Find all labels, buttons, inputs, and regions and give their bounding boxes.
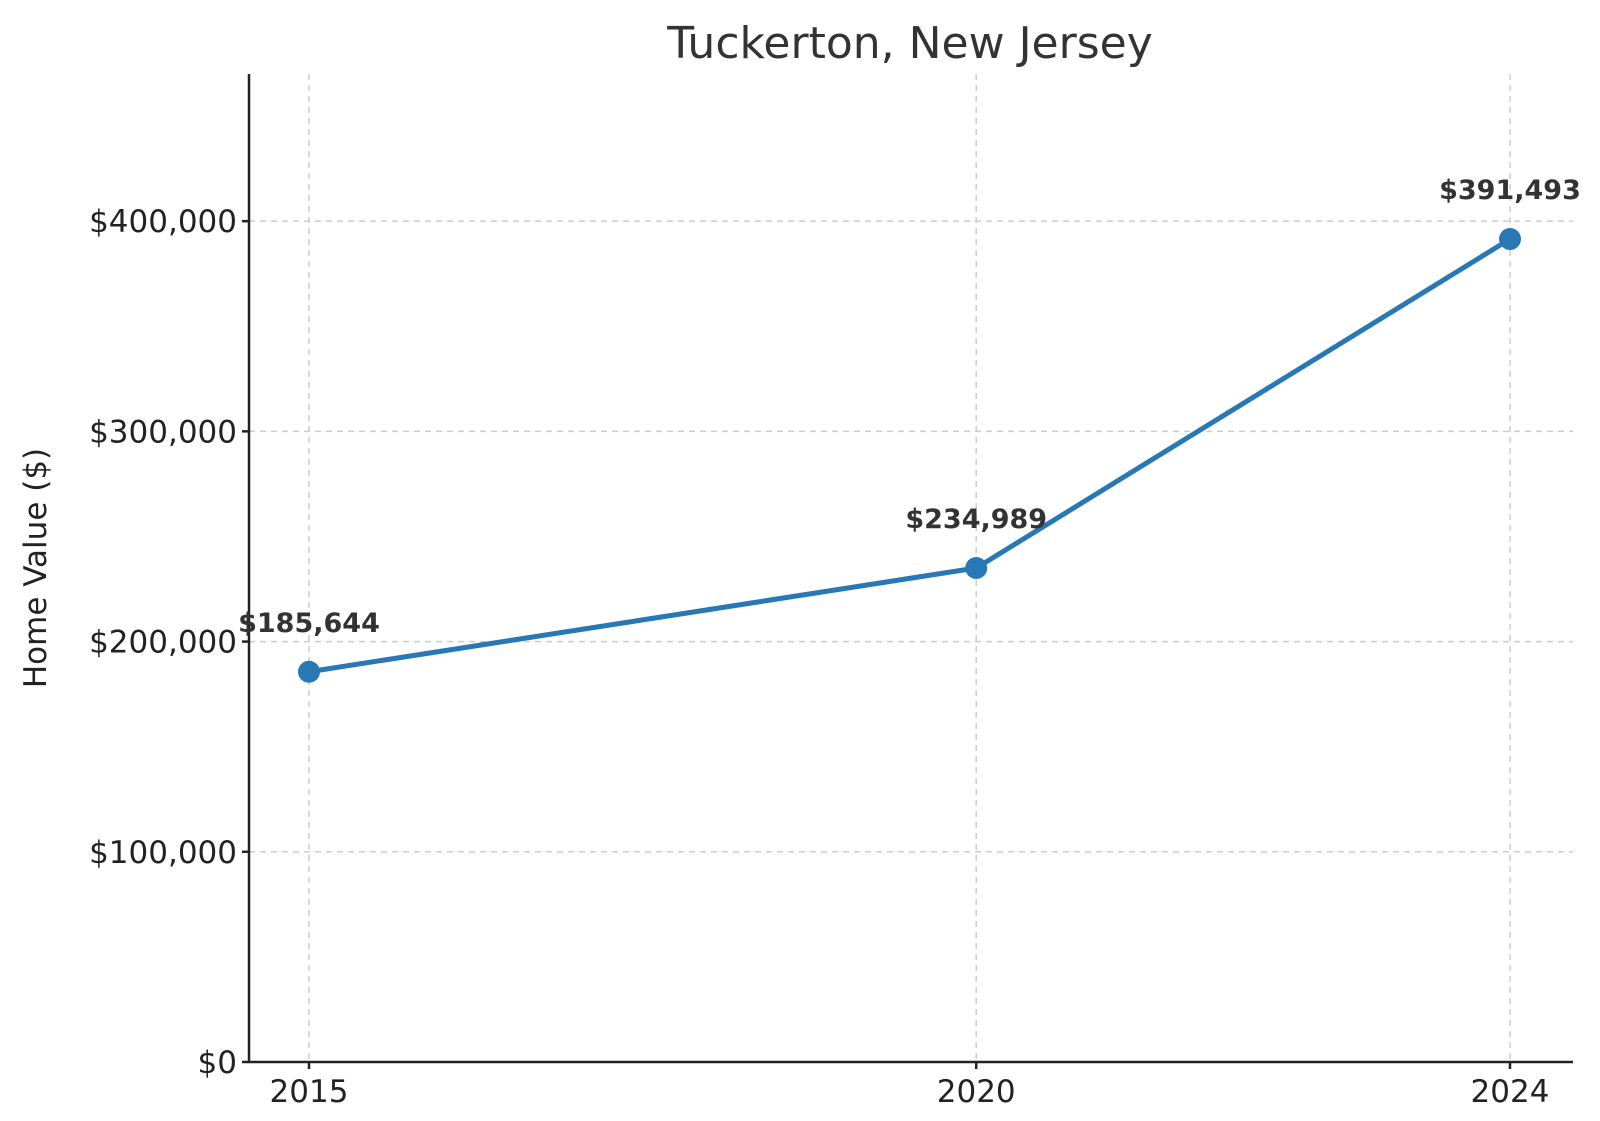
series [298,228,1521,683]
series-line [306,236,1513,675]
grid-lines [249,74,1573,1062]
x-tick-label: 2020 [937,1074,1016,1110]
data-label: $391,493 [1439,175,1581,206]
y-axis-label: Home Value ($) [18,448,54,688]
data-labels: $185,644 $234,989 $391,493 [238,175,1581,639]
y-tick-label: $400,000 [89,204,237,240]
x-tick-labels: 2015 2020 2024 [270,1062,1550,1110]
data-point [965,557,988,580]
y-tick-label: $300,000 [89,414,237,450]
y-tick-labels: $0 $100,000 $200,000 $300,000 $400,000 [89,204,249,1081]
data-point [1499,228,1521,251]
y-tick-label: $100,000 [89,835,237,871]
data-label: $185,644 [238,608,380,639]
axes [247,74,1573,1064]
chart-title: Tuckerton, New Jersey [666,18,1153,69]
data-label: $234,989 [905,504,1047,535]
data-point [298,660,320,683]
y-tick-label: $0 [198,1045,237,1081]
x-tick-label: 2024 [1471,1074,1550,1110]
y-tick-label: $200,000 [89,625,237,661]
x-tick-label: 2015 [270,1074,349,1110]
